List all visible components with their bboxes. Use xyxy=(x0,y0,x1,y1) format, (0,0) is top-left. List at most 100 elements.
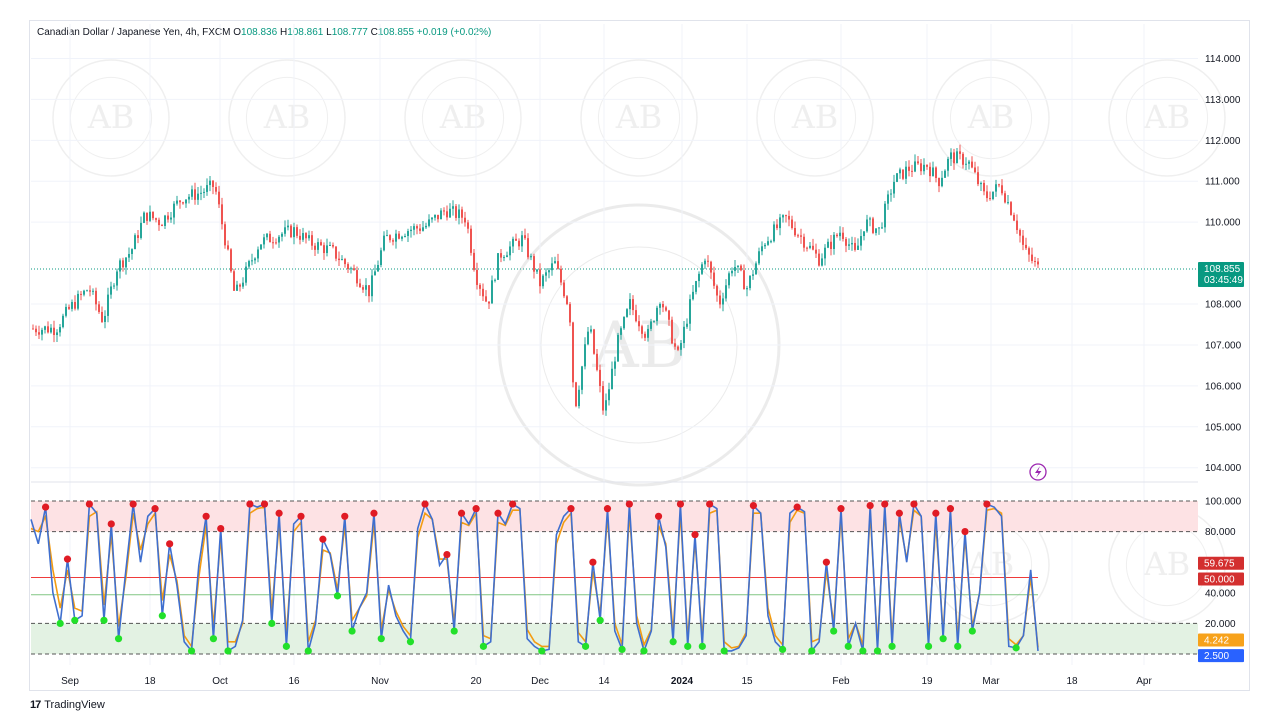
candle-up[interactable] xyxy=(893,174,895,198)
candle-up[interactable] xyxy=(941,170,943,188)
candle-up[interactable] xyxy=(692,285,694,301)
candle-up[interactable] xyxy=(587,326,589,346)
candle-up[interactable] xyxy=(698,271,700,288)
candle-down[interactable] xyxy=(785,214,787,223)
candle-down[interactable] xyxy=(962,152,964,169)
candle-up[interactable] xyxy=(449,203,451,218)
candle-up[interactable] xyxy=(251,253,253,266)
candle-up[interactable] xyxy=(209,175,211,192)
candle-up[interactable] xyxy=(749,275,751,291)
time-axis[interactable]: Sep 18 Oct 16 Nov 20 Dec 14 2024 15 Feb 19 Mar 18 Apr xyxy=(61,676,1152,687)
candle-up[interactable] xyxy=(914,154,916,173)
candle-down[interactable] xyxy=(845,237,847,253)
candle-down[interactable] xyxy=(32,324,34,330)
candle-down[interactable] xyxy=(68,304,70,311)
candle-down[interactable] xyxy=(1031,247,1033,264)
candle-up[interactable] xyxy=(620,326,622,340)
candle-down[interactable] xyxy=(917,155,919,165)
candle-down[interactable] xyxy=(776,219,778,231)
candle-up[interactable] xyxy=(551,257,553,276)
candle-up[interactable] xyxy=(863,231,865,241)
candle-up[interactable] xyxy=(728,271,730,289)
candle-down[interactable] xyxy=(233,268,235,291)
candle-down[interactable] xyxy=(221,197,223,230)
candle-down[interactable] xyxy=(560,265,562,286)
candle-down[interactable] xyxy=(836,233,838,238)
candle-down[interactable] xyxy=(518,238,520,251)
candle-up[interactable] xyxy=(59,323,61,337)
candle-down[interactable] xyxy=(1010,200,1012,216)
candle-up[interactable] xyxy=(197,186,199,205)
candle-up[interactable] xyxy=(176,195,178,206)
candle-up[interactable] xyxy=(887,190,889,210)
candle-up[interactable] xyxy=(62,313,64,329)
candle-down[interactable] xyxy=(716,284,718,302)
candle-down[interactable] xyxy=(488,301,490,310)
candle-down[interactable] xyxy=(740,264,742,272)
candle-down[interactable] xyxy=(338,251,340,267)
candle-up[interactable] xyxy=(956,147,958,164)
candle-down[interactable] xyxy=(926,164,928,170)
candle-down[interactable] xyxy=(842,227,844,242)
candle-up[interactable] xyxy=(758,247,760,266)
candle-up[interactable] xyxy=(428,214,430,228)
candle-down[interactable] xyxy=(1037,258,1039,269)
candle-down[interactable] xyxy=(812,238,814,251)
candle-down[interactable] xyxy=(569,302,571,327)
candle-down[interactable] xyxy=(239,283,241,292)
candle-up[interactable] xyxy=(878,227,880,235)
candle-up[interactable] xyxy=(491,275,493,304)
candle-down[interactable] xyxy=(797,233,799,238)
candle-down[interactable] xyxy=(1001,179,1003,196)
candle-up[interactable] xyxy=(371,269,373,302)
candle-up[interactable] xyxy=(734,259,736,277)
candle-up[interactable] xyxy=(113,283,115,290)
candle-up[interactable] xyxy=(659,302,661,315)
candle-down[interactable] xyxy=(389,234,391,243)
candle-down[interactable] xyxy=(794,221,796,237)
candle-up[interactable] xyxy=(896,173,898,183)
candle-down[interactable] xyxy=(707,255,709,268)
candle-up[interactable] xyxy=(260,244,262,250)
candle-up[interactable] xyxy=(104,310,106,329)
candle-up[interactable] xyxy=(824,244,826,266)
candle-up[interactable] xyxy=(617,332,619,362)
candle-up[interactable] xyxy=(905,161,907,184)
candle-up[interactable] xyxy=(626,308,628,318)
candle-down[interactable] xyxy=(470,225,472,256)
candle-up[interactable] xyxy=(608,382,610,406)
candle-down[interactable] xyxy=(908,160,910,177)
candle-up[interactable] xyxy=(452,200,454,216)
candle-up[interactable] xyxy=(404,233,406,238)
candle-down[interactable] xyxy=(986,185,988,202)
candle-up[interactable] xyxy=(440,208,442,220)
candle-down[interactable] xyxy=(473,249,475,272)
candle-down[interactable] xyxy=(806,246,808,252)
candle-down[interactable] xyxy=(311,231,313,250)
candle-up[interactable] xyxy=(44,325,46,334)
candle-down[interactable] xyxy=(419,223,421,235)
candle-up[interactable] xyxy=(422,220,424,232)
candle-down[interactable] xyxy=(356,266,358,287)
candle-up[interactable] xyxy=(434,214,436,221)
candle-down[interactable] xyxy=(95,287,97,311)
candle-up[interactable] xyxy=(521,230,523,253)
candle-down[interactable] xyxy=(563,279,565,299)
candle-up[interactable] xyxy=(980,181,982,192)
candle-up[interactable] xyxy=(614,356,616,376)
candle-up[interactable] xyxy=(308,230,310,241)
candle-down[interactable] xyxy=(977,166,979,187)
candle-up[interactable] xyxy=(185,199,187,208)
candle-up[interactable] xyxy=(827,238,829,249)
candle-up[interactable] xyxy=(242,277,244,289)
candle-up[interactable] xyxy=(71,299,73,312)
candle-up[interactable] xyxy=(413,223,415,236)
candle-down[interactable] xyxy=(935,166,937,183)
candle-down[interactable] xyxy=(344,257,346,268)
candle-up[interactable] xyxy=(248,259,250,270)
candle-down[interactable] xyxy=(152,211,154,221)
candle-down[interactable] xyxy=(323,242,325,260)
candle-up[interactable] xyxy=(932,161,934,177)
candle-up[interactable] xyxy=(725,279,727,302)
candle-down[interactable] xyxy=(803,233,805,252)
